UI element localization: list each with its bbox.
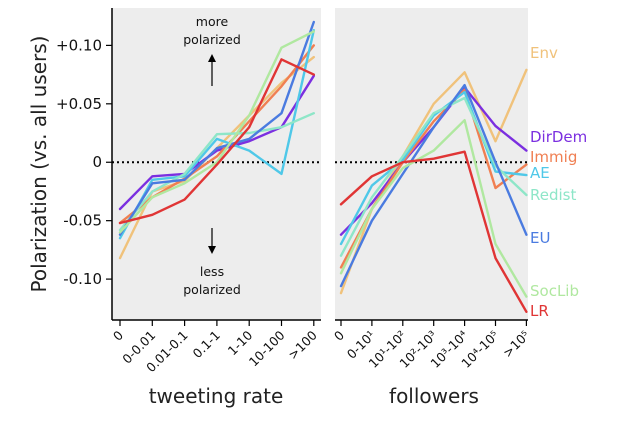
right-series-line-eu [339, 83, 528, 288]
x-tick-label: >10⁵ [500, 328, 533, 361]
right-series-line-ae [339, 90, 528, 246]
series-label-redist: Redist [530, 186, 576, 204]
y-tick-label: -0.10 [63, 270, 102, 288]
left-series-line-lr [118, 58, 315, 225]
more-polarized-annotation: more polarized [183, 14, 241, 86]
left-series-line-eu [118, 20, 315, 236]
y-tick-label: +0.10 [56, 36, 102, 54]
x-tick-label: >100 [285, 327, 320, 362]
x-tick-label: 10-100 [246, 327, 288, 369]
y-axis-title: Polarization (vs. all users) [27, 36, 51, 293]
series-label-eu: EU [530, 229, 550, 247]
right-plot-area [335, 8, 528, 320]
annot-polarized-down: polarized [183, 282, 241, 297]
left-series-line-soclib [118, 30, 315, 234]
annot-polarized-up: polarized [183, 32, 241, 47]
series-label-env: Env [530, 44, 558, 62]
left-series-line-redist [118, 111, 315, 232]
series-label-immig: Immig [530, 148, 577, 166]
right-series-line-soclib [339, 118, 528, 298]
y-tick-label: +0.05 [56, 95, 102, 113]
down-arrow-icon [208, 246, 216, 254]
left-x-axis-title: tweeting rate [149, 384, 284, 408]
x-tick-label: 0.1-1 [190, 328, 223, 361]
less-polarized-annotation: less polarized [183, 228, 241, 297]
x-tick-label: 0 [110, 327, 126, 343]
up-arrow-icon [208, 54, 216, 62]
right-series [339, 68, 528, 313]
series-label-soclib: SocLib [530, 282, 579, 300]
y-tick-label: -0.05 [63, 212, 102, 230]
left-series [118, 20, 315, 260]
annot-less: less [200, 264, 224, 279]
series-label-dirdem: DirDem [530, 128, 587, 146]
y-tick-label: 0 [92, 153, 102, 171]
right-series-line-redist [339, 96, 528, 257]
series-label-lr: LR [530, 302, 549, 320]
y-ticks: +0.10 +0.05 0 -0.05 -0.10 [56, 36, 112, 288]
right-series-line-lr [339, 150, 528, 313]
annot-more: more [196, 14, 229, 29]
series-label-ae: AE [530, 164, 550, 182]
right-x-axis-title: followers [389, 384, 479, 408]
x-tick-label: 0 [331, 327, 347, 343]
left-series-line-ae [118, 29, 315, 240]
